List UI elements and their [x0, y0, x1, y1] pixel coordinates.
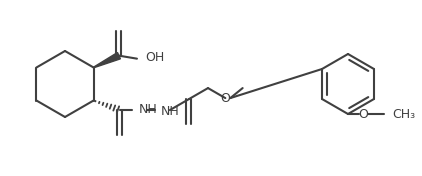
- Text: NH: NH: [139, 103, 158, 116]
- Polygon shape: [93, 52, 120, 68]
- Text: CH₃: CH₃: [392, 108, 415, 121]
- Text: O: O: [358, 108, 368, 121]
- Text: NH: NH: [161, 105, 180, 118]
- Text: OH: OH: [145, 51, 164, 64]
- Text: O: O: [220, 92, 230, 105]
